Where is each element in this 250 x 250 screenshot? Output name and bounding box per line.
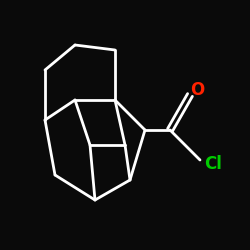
Text: O: O: [190, 81, 204, 99]
Text: Cl: Cl: [204, 155, 222, 173]
